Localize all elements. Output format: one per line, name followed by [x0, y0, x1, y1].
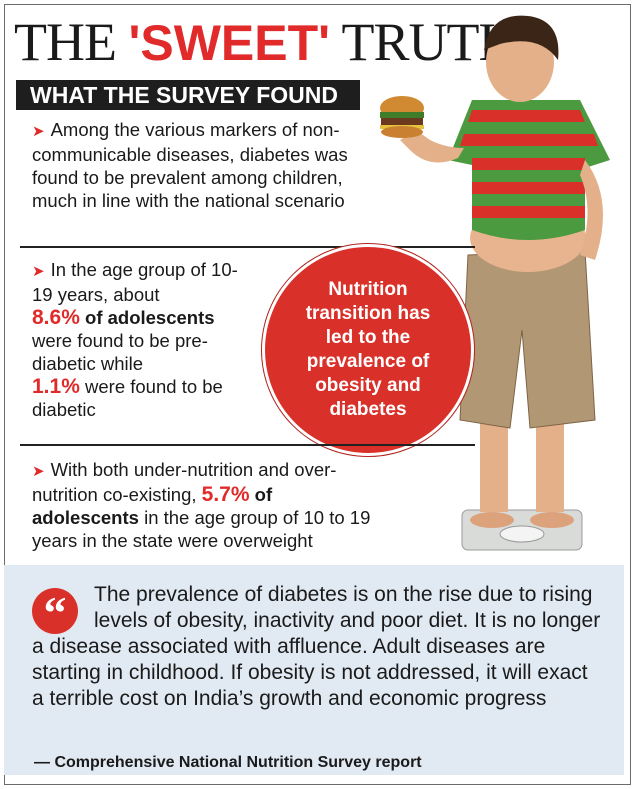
quotation-mark-icon: “ — [32, 588, 78, 634]
stat-overweight: 5.7% — [201, 483, 250, 506]
callout-text: Nutrition transition has led to the prev… — [305, 279, 431, 420]
quote-text: The prevalence of diabetes is on the ris… — [32, 583, 601, 710]
boy-with-burger-illustration — [380, 15, 610, 551]
finding-1-text: Among the various markers of non-communi… — [32, 119, 348, 211]
stat-diabetic: 1.1% — [32, 375, 80, 398]
section-banner: WHAT THE SURVEY FOUND — [16, 80, 360, 110]
red-arrow-icon: ➤ — [32, 123, 45, 140]
red-arrow-icon: ➤ — [32, 463, 45, 480]
finding-2-text-a: In the age group of 10-19 years, about — [32, 259, 238, 305]
finding-bullet-3: ➤ With both under-nutrition and over-nutr… — [32, 458, 372, 552]
title-part-1: THE — [14, 12, 129, 72]
finding-3-text-b: of adolescents — [32, 484, 273, 528]
callout-circle: Nutrition transition has led to the prev… — [262, 244, 474, 456]
quote-box — [4, 565, 624, 775]
stat-prediabetic: 8.6% — [32, 306, 80, 329]
quote-source: — Comprehensive National Nutrition Surve… — [34, 754, 422, 771]
finding-3-text-c: in the age group of 10 to 19 years in th… — [32, 507, 371, 551]
red-arrow-icon: ➤ — [32, 263, 45, 280]
finding-2-text-b: of adolescents — [79, 307, 215, 328]
finding-2-text-d: were found to be diabetic — [32, 376, 223, 420]
finding-3-text-a: With both under-nutrition and over-nutri… — [32, 459, 337, 505]
title-highlight: 'SWEET' — [128, 15, 331, 71]
divider — [20, 246, 475, 248]
finding-bullet-1: ➤ Among the various markers of non-commun… — [32, 118, 352, 212]
finding-bullet-2: ➤ In the age group of 10-19 years, about … — [32, 258, 242, 421]
divider — [20, 444, 475, 446]
finding-2-text-c: were found to be pre-diabetic while — [32, 330, 208, 374]
svg-text:“: “ — [44, 588, 67, 634]
